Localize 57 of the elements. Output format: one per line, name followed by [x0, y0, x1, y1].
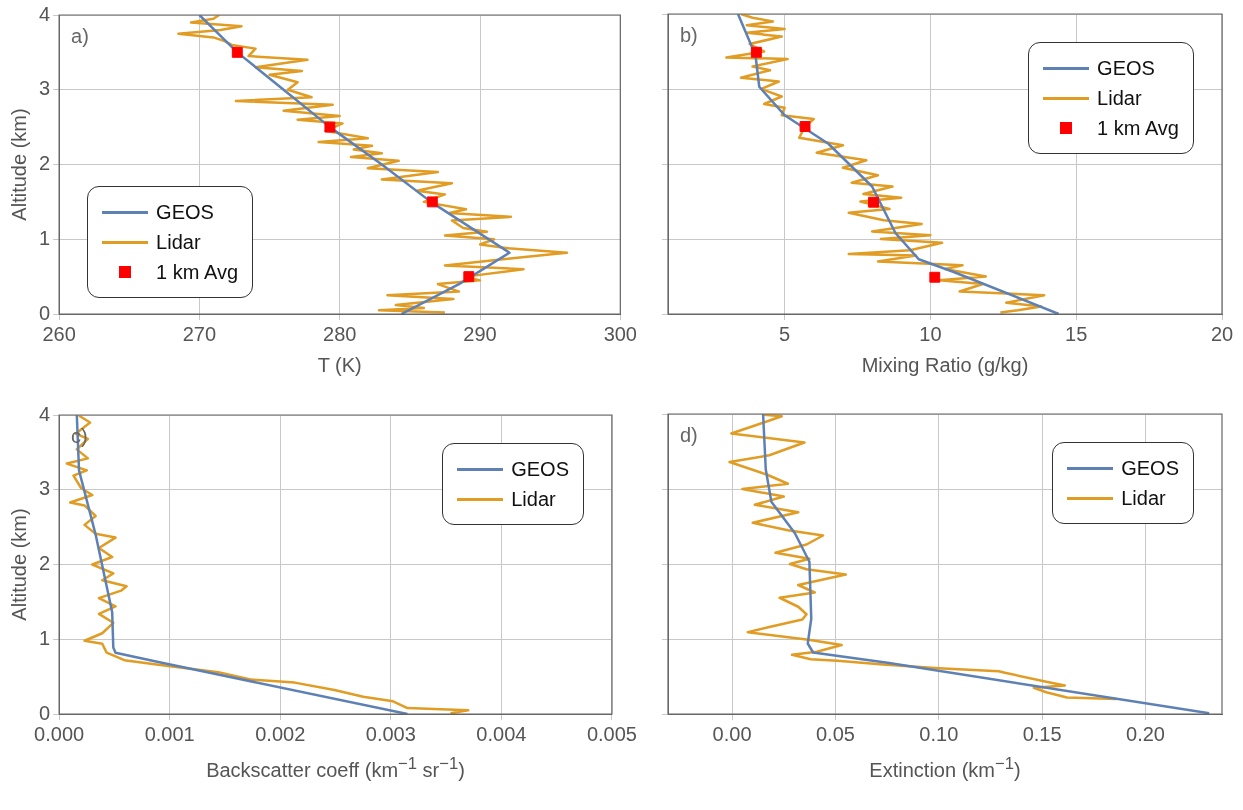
point: [463, 271, 475, 283]
point: [799, 121, 811, 132]
legend-label: Lidar: [1121, 486, 1166, 510]
x-tick-label: 0.001: [144, 722, 195, 745]
legend-label: GEOS: [1097, 56, 1155, 80]
y-tick-label: 1: [39, 626, 51, 649]
annotation: a): [71, 24, 89, 47]
x-tick-label: 15: [1065, 322, 1088, 345]
x-axis-title: T (K): [316, 354, 363, 377]
legend-label: GEOS: [511, 457, 569, 481]
y-tick-label: 2: [39, 552, 51, 575]
legend-label: GEOS: [1121, 456, 1179, 480]
point: [426, 196, 438, 208]
legend-label: Lidar: [156, 230, 201, 254]
point: [929, 271, 941, 283]
x-tick-label: 5: [779, 322, 791, 345]
point: [231, 46, 243, 58]
point: [324, 121, 336, 133]
y-tick-label: 3: [39, 77, 51, 100]
x-tick-label: 300: [603, 322, 637, 345]
x-tick-label: 20: [1210, 322, 1234, 345]
y-tick-label: 4: [39, 402, 51, 425]
y-tick-label: 0: [39, 301, 51, 324]
x-tick-label: 0.05: [815, 722, 855, 745]
x-tick-label: 0.002: [255, 722, 306, 745]
legend-label: Lidar: [511, 487, 556, 511]
legend-label: 1 km Avg: [1097, 116, 1179, 140]
x-axis-title: Backscatter coeff (km$^{−1}$ sr$^{−1}$): [205, 754, 466, 782]
x-tick-label: 0.005: [586, 722, 638, 745]
y-tick-label: 4: [39, 2, 51, 25]
y-tick-label: 3: [39, 477, 51, 500]
x-axis-title: Extinction (km$^{−1}$): [868, 754, 1022, 782]
legend-label: GEOS: [156, 200, 214, 224]
x-tick-label: 290: [463, 322, 497, 345]
point: [868, 196, 880, 208]
x-tick-label: 0.10: [919, 722, 959, 745]
x-tick-label: 10: [919, 322, 942, 345]
x-tick-label: 0.003: [365, 722, 416, 745]
y-tick-label: 0: [39, 701, 51, 724]
x-tick-label: 0.00: [712, 722, 752, 745]
x-axis-title: Mixing Ratio (g/kg): [860, 354, 1030, 377]
x-tick-label: 0.004: [476, 722, 527, 745]
x-tick-label: 270: [182, 322, 217, 345]
y-axis-title: Altitude (km): [7, 108, 30, 221]
annotation: b): [680, 23, 698, 46]
y-axis-title: Altitude (km): [7, 508, 30, 621]
y-tick-label: 2: [39, 152, 51, 175]
x-tick-label: 0.20: [1126, 722, 1165, 745]
x-tick-label: 260: [42, 322, 76, 345]
x-tick-label: 0.15: [1022, 722, 1062, 745]
legend-label: 1 km Avg: [156, 260, 239, 284]
legend-label: Lidar: [1097, 86, 1142, 110]
annotation: d): [680, 423, 698, 446]
x-tick-label: 280: [323, 322, 357, 345]
y-tick-label: 1: [39, 226, 51, 249]
x-tick-label: 0.000: [34, 722, 85, 745]
point: [750, 46, 762, 58]
